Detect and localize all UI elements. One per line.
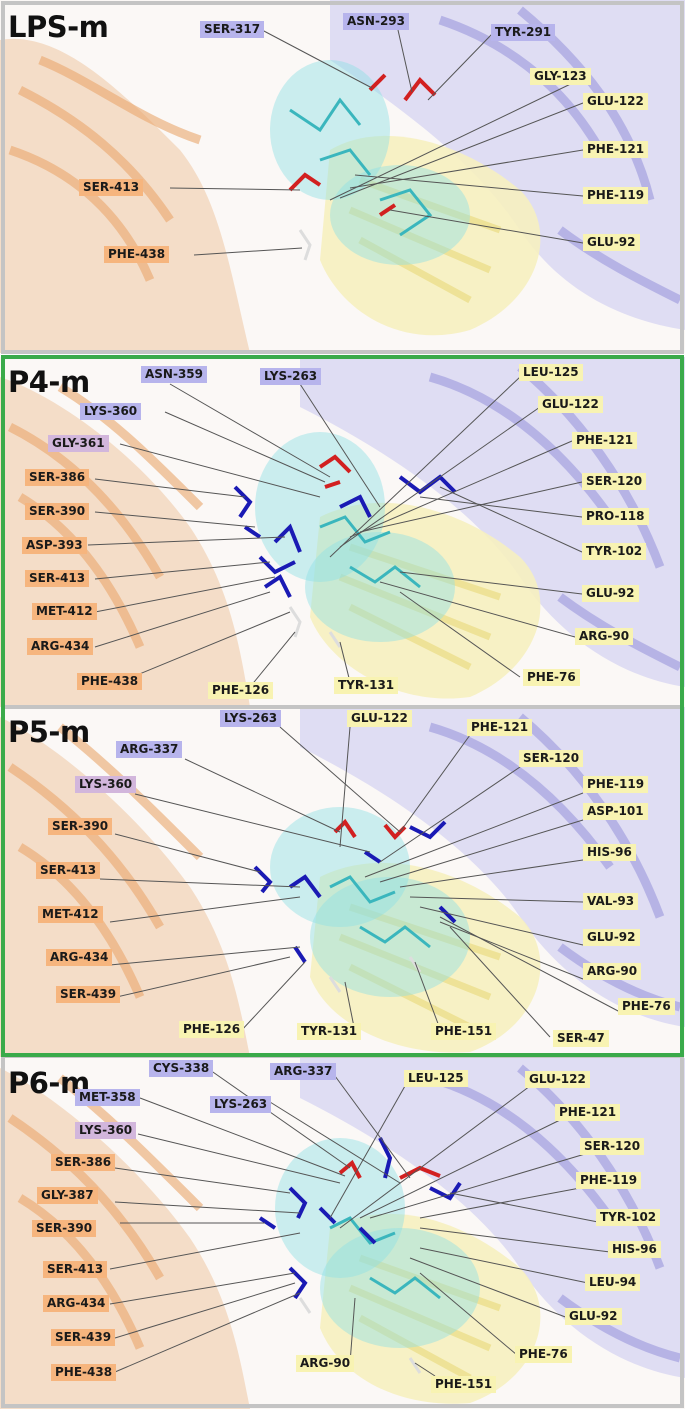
residue-label: PHE-126 — [179, 1021, 245, 1038]
residue-label: SER-120 — [519, 750, 584, 767]
residue-label: GLU-122 — [583, 93, 648, 110]
panel-title: P4-m — [8, 365, 90, 399]
residue-label: SER-390 — [48, 818, 113, 835]
residue-label: PHE-438 — [77, 673, 143, 690]
residue-label: MET-412 — [32, 603, 97, 620]
residue-label: PHE-76 — [515, 1346, 572, 1363]
residue-label: TYR-131 — [297, 1023, 362, 1040]
residue-label: SER-390 — [32, 1220, 97, 1237]
residue-label: PHE-76 — [523, 669, 580, 686]
residue-label: SER-413 — [25, 570, 90, 587]
residue-label: ARG-337 — [116, 741, 183, 758]
residue-label: SER-413 — [43, 1261, 108, 1278]
residue-label: PRO-118 — [582, 508, 649, 525]
residue-label: ARG-90 — [583, 963, 642, 980]
residue-label: ARG-434 — [27, 638, 94, 655]
residue-label: LYS-360 — [75, 776, 137, 793]
residue-label: PHE-151 — [431, 1376, 497, 1393]
residue-label: GLU-122 — [538, 396, 603, 413]
residue-label: SER-439 — [51, 1329, 116, 1346]
residue-label: ARG-90 — [296, 1355, 355, 1372]
residue-label: ARG-434 — [43, 1295, 110, 1312]
residue-label: SER-439 — [56, 986, 121, 1003]
residue-label: CYS-338 — [149, 1060, 214, 1077]
residue-label: PHE-438 — [51, 1364, 117, 1381]
residue-label: PHE-151 — [431, 1023, 497, 1040]
residue-label: GLU-122 — [525, 1071, 590, 1088]
residue-label: SER-413 — [36, 862, 101, 879]
residue-label: LYS-263 — [260, 368, 322, 385]
residue-label: LYS-263 — [210, 1096, 272, 1113]
residue-label: PHE-119 — [576, 1172, 642, 1189]
residue-label: LYS-360 — [80, 403, 142, 420]
residue-label: GLU-92 — [582, 585, 639, 602]
panel-p6-m: P6-m CYS-338 — [0, 1058, 685, 1409]
residue-label: SER-386 — [51, 1154, 116, 1171]
residue-label: GLY-361 — [48, 435, 109, 452]
leader-lines — [94, 726, 621, 1038]
residue-label: ARG-90 — [575, 628, 634, 645]
residue-label: TYR-131 — [334, 677, 399, 694]
residue-label: LYS-360 — [75, 1122, 137, 1139]
residue-label: LEU-94 — [585, 1274, 641, 1291]
residue-label: TYR-291 — [491, 24, 556, 41]
residue-label: HIS-96 — [583, 844, 636, 861]
residue-label: ASP-393 — [22, 537, 87, 554]
residue-label: LEU-125 — [404, 1070, 468, 1087]
residue-label: ASN-359 — [141, 366, 208, 383]
residue-label: PHE-119 — [583, 187, 649, 204]
residue-label: GLU-92 — [565, 1308, 622, 1325]
residue-label: SER-317 — [200, 21, 265, 38]
residue-label: GLY-387 — [37, 1187, 98, 1204]
residue-label: SER-120 — [580, 1138, 645, 1155]
residue-label: ARG-434 — [46, 949, 113, 966]
residue-label: MET-358 — [75, 1089, 140, 1106]
residue-label: PHE-121 — [572, 432, 638, 449]
residue-label: SER-47 — [553, 1030, 609, 1047]
residue-label: GLY-123 — [530, 68, 591, 85]
residue-label: ARG-337 — [270, 1063, 337, 1080]
residue-label: HIS-96 — [608, 1241, 661, 1258]
residue-label: PHE-126 — [208, 682, 274, 699]
panel-p5-m: P5-m LYS-263 GLU-122 PHE — [0, 707, 685, 1057]
panel-title: P5-m — [8, 715, 90, 749]
residue-label: VAL-93 — [583, 893, 639, 910]
residue-label: SER-390 — [25, 503, 90, 520]
residue-label: PHE-121 — [467, 719, 533, 736]
residue-label: SER-386 — [25, 469, 90, 486]
panel-lps-m: LPS-m SER-317 ASN-293 TYR-291 GLY-123 GL… — [0, 0, 685, 353]
residue-label: PHE-76 — [618, 998, 675, 1015]
residue-label: GLU-92 — [583, 234, 640, 251]
residue-label: SER-120 — [582, 473, 647, 490]
residue-label: PHE-119 — [583, 776, 649, 793]
residue-label: PHE-438 — [104, 246, 170, 263]
residue-label: ASN-293 — [343, 13, 410, 30]
panel-title: LPS-m — [8, 10, 109, 44]
residue-label: TYR-102 — [596, 1209, 661, 1226]
leader-lines — [109, 1069, 611, 1377]
residue-label: PHE-121 — [555, 1104, 621, 1121]
leader-lines — [87, 376, 583, 688]
residue-label: MET-412 — [38, 906, 103, 923]
residue-label: PHE-121 — [583, 141, 649, 158]
residue-label: TYR-102 — [582, 543, 647, 560]
residue-label: LYS-263 — [220, 710, 282, 727]
residue-label: ASP-101 — [583, 803, 648, 820]
residue-label: LEU-125 — [519, 364, 583, 381]
leader-lines — [169, 29, 584, 256]
residue-label: GLU-92 — [583, 929, 640, 946]
residue-label: SER-413 — [79, 179, 144, 196]
panel-p4-m: P4-m ASN-359 LYS-263 LEU — [0, 357, 685, 707]
residue-label: GLU-122 — [347, 710, 412, 727]
